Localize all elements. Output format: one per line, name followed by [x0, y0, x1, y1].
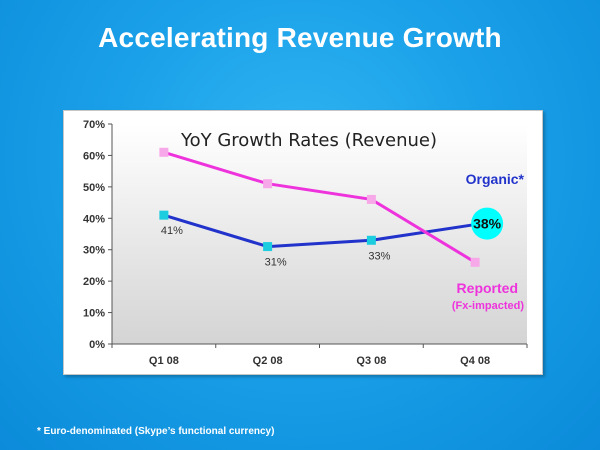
y-tick-label: 20%	[83, 276, 105, 288]
data-point	[159, 147, 169, 157]
data-point	[263, 242, 273, 252]
legend-reported-subtitle: (Fx-impacted)	[452, 300, 524, 312]
highlight-label: 38%	[473, 216, 502, 232]
x-tick-label: Q3 08	[356, 355, 386, 367]
x-tick-label: Q1 08	[149, 355, 179, 367]
y-tick-label: 0%	[89, 339, 105, 351]
y-tick-label: 70%	[83, 119, 105, 131]
y-tick-label: 30%	[83, 245, 105, 257]
highlight-bubble	[471, 207, 504, 240]
data-point	[366, 194, 376, 204]
y-tick-label: 50%	[83, 182, 105, 194]
y-tick-label: 60%	[83, 150, 105, 162]
data-point	[366, 235, 376, 245]
footnote: * Euro-denominated (Skype’s functional c…	[37, 426, 275, 437]
plot-area	[112, 124, 527, 344]
data-point	[470, 257, 480, 267]
data-label: 31%	[265, 257, 287, 269]
data-label: 41%	[161, 225, 183, 237]
legend-organic: Organic*	[466, 171, 525, 187]
data-point	[159, 210, 169, 220]
x-tick-label: Q4 08	[460, 355, 490, 367]
chart-panel: 0% 10% 20% 30% 40% 50% 60% 70% Q1 08 Q2 08 Q3 08 Q4…	[63, 110, 543, 375]
chart-title: YoY Growth Rates (Revenue)	[180, 130, 437, 151]
data-label: 33%	[368, 250, 390, 262]
series-line-reported	[163, 150, 476, 264]
y-tick-label: 40%	[83, 213, 105, 225]
legend-reported: Reported	[457, 280, 518, 296]
slide-title: Accelerating Revenue Growth	[98, 22, 502, 53]
data-point	[263, 179, 273, 189]
y-tick-label: 10%	[83, 308, 105, 320]
line-chart: 0% 10% 20% 30% 40% 50% 60% 70% Q1 08 Q2 08 Q3 08 Q4…	[83, 119, 528, 367]
x-tick-label: Q2 08	[253, 355, 283, 367]
